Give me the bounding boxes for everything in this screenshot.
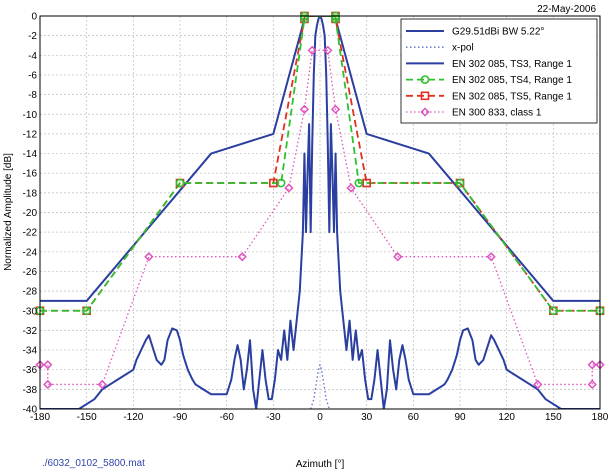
x-tick-label: -150 <box>77 412 97 423</box>
x-tick-label: 30 <box>361 412 373 423</box>
legend-label-ts4: EN 302 085, TS4, Range 1 <box>452 75 572 86</box>
y-tick-label: -34 <box>23 346 38 357</box>
data-point-class1 <box>299 104 310 114</box>
x-tick-label: -60 <box>219 412 234 423</box>
legend-marker-ts4 <box>420 75 430 84</box>
x-tick-label: -120 <box>123 412 143 423</box>
x-tick-label: 90 <box>454 412 466 423</box>
y-tick-label: -8 <box>28 90 37 101</box>
marker-layer <box>35 11 605 390</box>
data-point-class1 <box>144 252 154 262</box>
y-tick-label: -4 <box>28 51 37 62</box>
y-tick-label: -12 <box>23 129 38 140</box>
legend-marker-ts5 <box>420 91 430 101</box>
y-tick-label: -24 <box>23 247 38 258</box>
y-tick-label: -16 <box>23 169 38 180</box>
y-tick-label: -38 <box>23 385 38 396</box>
legend-label-ts5: EN 302 085, TS5, Range 1 <box>452 91 572 102</box>
data-point-class1 <box>587 360 597 370</box>
data-point-ts4 <box>354 178 364 188</box>
y-axis-label: Normalized Amplitude [dB] <box>3 153 14 271</box>
legend-label-class1: EN 300 833, class 1 <box>452 108 542 119</box>
series-line-ts3 <box>40 16 600 302</box>
data-point-ts4 <box>276 178 286 188</box>
x-axis-label: Azimuth [°] <box>296 459 345 470</box>
y-tick-label: -2 <box>28 31 37 42</box>
x-tick-label: 120 <box>498 412 515 423</box>
date-label: 22-May-2006 <box>537 4 596 15</box>
y-tick-label: -32 <box>23 326 38 337</box>
data-point-ts4 <box>82 306 92 316</box>
data-point-class1 <box>97 379 107 390</box>
series-line-ts4 <box>40 16 600 312</box>
series-layer <box>40 16 600 409</box>
data-point-class1 <box>330 104 341 114</box>
legend-marker-class1 <box>420 107 430 117</box>
data-point-ts4 <box>175 178 185 188</box>
plot-frame <box>39 15 601 410</box>
y-tick-label: -6 <box>28 70 37 81</box>
y-tick-label: 0 <box>31 12 37 23</box>
x-tick-label: -30 <box>266 412 281 423</box>
legend: G29.51dBi BW 5.22° x-pol EN 302 085, TS3, … <box>400 18 598 124</box>
y-tick-label: -18 <box>23 188 38 199</box>
data-point-class1 <box>393 252 403 262</box>
data-point-class1 <box>307 45 317 56</box>
x-tick-label: 0 <box>317 412 323 423</box>
y-tick-label: -26 <box>23 267 38 278</box>
data-point-class1 <box>533 379 543 390</box>
x-tick-label: -180 <box>30 412 50 423</box>
data-point-class1 <box>237 252 247 262</box>
tick-labels: -180 -150 -120 -90 -60 -30 0 30 60 90 120 150 180 0 -2… <box>23 12 609 424</box>
data-point-class1 <box>587 379 597 390</box>
y-tick-label: -20 <box>23 208 38 219</box>
data-point-class1 <box>486 252 496 262</box>
data-point-ts4 <box>548 306 558 316</box>
legend-label-ts3: EN 302 085, TS3, Range 1 <box>452 59 572 70</box>
legend-box <box>400 18 598 124</box>
y-tick-label: -10 <box>23 110 38 121</box>
series-line-copol <box>40 16 600 409</box>
y-tick-label: -36 <box>23 365 38 376</box>
y-tick-label: -22 <box>23 228 38 239</box>
series-line-xpol <box>310 364 330 409</box>
data-point-class1 <box>284 183 294 193</box>
data-point-ts4 <box>300 14 309 24</box>
y-tick-label: -14 <box>23 149 38 160</box>
x-tick-label: 60 <box>408 412 420 423</box>
data-point-ts4 <box>331 14 340 24</box>
series-line-class1 <box>40 49 600 386</box>
legend-label-copol: G29.51dBi BW 5.22° <box>452 27 544 38</box>
x-tick-label: 180 <box>592 412 609 423</box>
data-point-class1 <box>43 360 53 370</box>
data-point-class1 <box>346 183 356 193</box>
y-tick-label: -28 <box>23 287 38 298</box>
x-tick-label: 150 <box>545 412 562 423</box>
y-tick-label: -40 <box>23 405 38 416</box>
legend-label-xpol: x-pol <box>452 43 474 54</box>
data-point-ts4 <box>455 178 465 188</box>
data-point-class1 <box>43 379 53 390</box>
x-tick-label: -90 <box>173 412 188 423</box>
data-point-class1 <box>323 45 333 56</box>
file-label: ./6032_0102_5800.mat <box>42 458 145 469</box>
y-tick-label: -30 <box>23 306 38 317</box>
